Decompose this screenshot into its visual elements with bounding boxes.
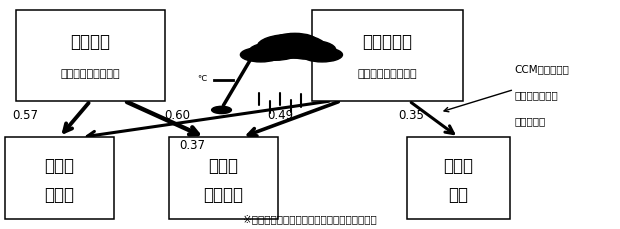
Ellipse shape — [302, 48, 342, 62]
Text: 容積: 容積 — [448, 186, 469, 204]
Ellipse shape — [257, 34, 326, 58]
Text: 積算降水量: 積算降水量 — [362, 33, 412, 51]
Text: CCMで得られた: CCMで得られた — [514, 64, 569, 74]
Text: 果房の: 果房の — [443, 157, 474, 175]
Text: ℃: ℃ — [257, 44, 268, 54]
Text: デンプン: デンプン — [203, 186, 244, 204]
Text: 因果関係の強さ: 因果関係の強さ — [514, 90, 558, 100]
FancyBboxPatch shape — [169, 137, 278, 219]
Text: 積算温度: 積算温度 — [71, 33, 110, 51]
Ellipse shape — [241, 48, 281, 62]
Ellipse shape — [273, 33, 317, 49]
Text: を示す数値: を示す数値 — [514, 116, 546, 126]
FancyBboxPatch shape — [407, 137, 510, 219]
Ellipse shape — [281, 40, 335, 59]
Text: 0.60: 0.60 — [164, 109, 190, 122]
Text: ※矢印の太さ及び数値は因果関係の強さを表す: ※矢印の太さ及び数値は因果関係の強さを表す — [243, 214, 377, 224]
Text: 0.57: 0.57 — [12, 109, 38, 122]
Text: 約半年のタイムラグ: 約半年のタイムラグ — [61, 68, 120, 79]
Text: ほぼタイムラグなし: ほぼタイムラグなし — [358, 68, 417, 79]
Text: ℃: ℃ — [197, 74, 206, 83]
Text: 0.49: 0.49 — [267, 109, 293, 122]
Text: 0.35: 0.35 — [398, 109, 424, 122]
FancyBboxPatch shape — [6, 137, 113, 219]
Text: 帹中の: 帹中の — [208, 157, 239, 175]
Text: 0.37: 0.37 — [179, 139, 205, 152]
Ellipse shape — [249, 42, 300, 60]
FancyBboxPatch shape — [311, 10, 463, 101]
Text: 遣離糖: 遣離糖 — [45, 186, 74, 204]
Text: 帹中の: 帹中の — [45, 157, 74, 175]
Circle shape — [211, 106, 231, 114]
FancyBboxPatch shape — [16, 10, 165, 101]
